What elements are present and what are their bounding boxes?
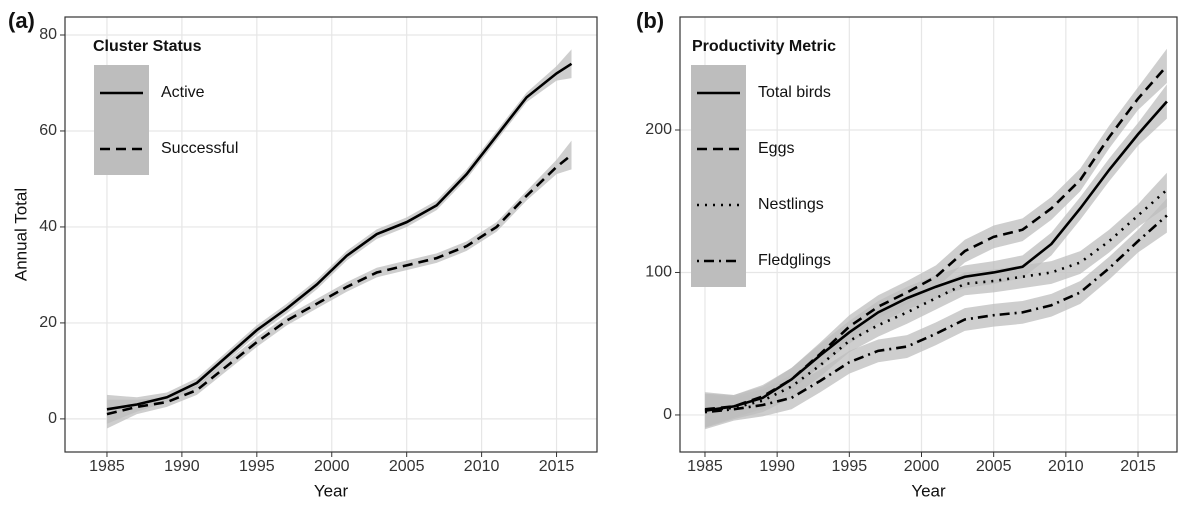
series-line [704, 65, 1168, 411]
x-tick-label: 2015 [1120, 458, 1156, 475]
panel-border [679, 16, 1178, 453]
series-line [704, 214, 1168, 414]
y-tick-label: 0 [663, 406, 672, 423]
confidence-band [106, 140, 572, 429]
y-tick-label: 100 [645, 264, 672, 281]
plot-area [106, 49, 573, 429]
legend-label: Successful [161, 140, 238, 157]
x-tick-label: 2010 [1048, 458, 1084, 475]
series-line [106, 153, 573, 416]
legend-label: Active [161, 84, 205, 101]
x-tick-label: 2005 [976, 458, 1012, 475]
x-tick-label: 1985 [687, 458, 723, 475]
legend-label: Nestlings [758, 196, 824, 213]
x-tick-label: 1985 [89, 458, 125, 475]
plot-area [704, 48, 1168, 430]
legend-label: Total birds [758, 84, 831, 101]
x-tick-label: 2000 [314, 458, 350, 475]
legend-key-box [94, 65, 149, 175]
x-tick-label: 2000 [904, 458, 940, 475]
legend-label: Fledglings [758, 252, 831, 269]
series-line [704, 188, 1168, 412]
y-tick-label: 80 [39, 26, 57, 43]
y-tick-label: 200 [645, 121, 672, 138]
panel-label: (a) [8, 8, 35, 33]
y-tick-label: 60 [39, 122, 57, 139]
x-tick-label: 2010 [464, 458, 500, 475]
x-tick-label: 1995 [239, 458, 275, 475]
legend-title: Cluster Status [93, 38, 202, 55]
legend-key-box [691, 65, 746, 287]
confidence-band [704, 48, 1167, 427]
y-tick-label: 20 [39, 314, 57, 331]
x-tick-label: 2015 [539, 458, 575, 475]
confidence-band [704, 198, 1167, 430]
x-axis-label: Year [911, 481, 946, 500]
x-tick-label: 1990 [164, 458, 200, 475]
y-axis-label: Annual Total [11, 188, 30, 281]
legend-label: Eggs [758, 140, 794, 157]
panel-border [64, 16, 598, 453]
panel-label: (b) [636, 8, 664, 33]
x-axis-label: Year [314, 481, 349, 500]
series-line [106, 62, 573, 411]
confidence-band [704, 172, 1167, 428]
y-tick-label: 40 [39, 218, 57, 235]
x-tick-label: 1990 [759, 458, 795, 475]
x-tick-label: 1995 [832, 458, 868, 475]
y-tick-label: 0 [48, 410, 57, 427]
x-tick-label: 2005 [389, 458, 425, 475]
legend-title: Productivity Metric [692, 38, 836, 55]
confidence-band [106, 49, 572, 424]
